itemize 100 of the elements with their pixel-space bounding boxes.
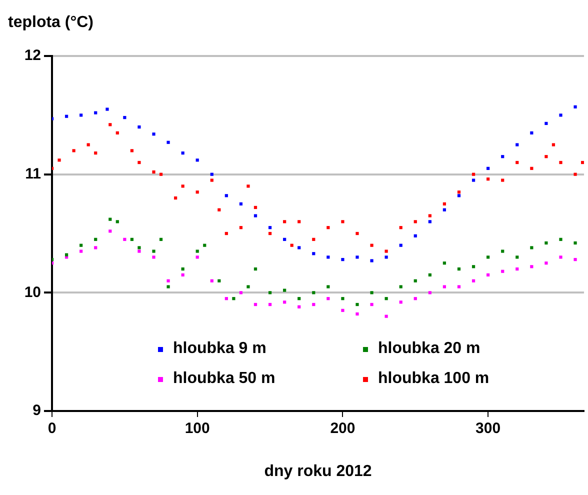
point (224, 194, 228, 198)
point (94, 111, 98, 114)
point (486, 178, 490, 181)
point (574, 258, 577, 262)
x-axis-title: dny roku 2012 (264, 462, 372, 480)
point (298, 305, 301, 308)
point (370, 244, 374, 247)
point (574, 172, 577, 176)
legend-label: hloubka 20 m (378, 340, 480, 358)
point (298, 220, 301, 224)
point (516, 143, 519, 146)
point (218, 279, 221, 282)
point (530, 265, 534, 268)
point (123, 116, 126, 120)
point (130, 238, 134, 241)
point (428, 214, 432, 218)
point (254, 267, 258, 271)
point (268, 232, 272, 236)
point (414, 279, 417, 282)
point (370, 259, 374, 262)
point (298, 246, 301, 250)
point (384, 297, 388, 300)
x-tick-label: 100 (184, 420, 210, 438)
point (516, 256, 519, 259)
point (457, 194, 461, 198)
point (246, 285, 250, 288)
point (239, 291, 243, 294)
legend-label: hloubka 50 m (173, 370, 276, 388)
point (516, 160, 519, 164)
point (166, 279, 170, 282)
point (341, 297, 344, 300)
y-tick-label: 11 (25, 165, 41, 182)
point (312, 252, 316, 256)
point (64, 253, 68, 256)
point (174, 196, 178, 200)
point (268, 291, 272, 294)
point (138, 246, 141, 250)
point (544, 241, 548, 245)
point (341, 258, 344, 262)
point (239, 202, 243, 206)
point (559, 114, 562, 117)
point (254, 302, 258, 306)
point (152, 132, 156, 136)
point (472, 172, 476, 176)
point (530, 131, 534, 134)
point (94, 151, 98, 155)
point (290, 244, 294, 247)
point (544, 262, 548, 265)
point (326, 297, 330, 300)
point (442, 285, 446, 288)
point (544, 122, 548, 126)
point (326, 226, 330, 230)
point (116, 220, 119, 224)
point (218, 208, 221, 212)
point (210, 178, 214, 182)
point (152, 250, 156, 253)
point (80, 250, 83, 253)
point (428, 291, 432, 294)
point (414, 297, 417, 300)
point (106, 108, 109, 111)
point (544, 155, 548, 158)
point (559, 160, 562, 164)
point (72, 149, 76, 152)
point (283, 238, 286, 241)
point (268, 226, 272, 230)
point (442, 208, 446, 212)
point (574, 241, 577, 245)
point (384, 314, 388, 318)
point (370, 291, 374, 294)
point (472, 279, 476, 282)
point (574, 105, 577, 108)
point (152, 170, 156, 174)
point (341, 220, 344, 224)
point (486, 256, 490, 259)
point (399, 285, 402, 288)
point (166, 140, 170, 144)
point (312, 302, 316, 306)
point (108, 218, 112, 221)
x-tick-label: 300 (476, 420, 501, 438)
point (442, 262, 446, 265)
point (224, 297, 228, 300)
point (196, 158, 199, 162)
point (552, 143, 556, 146)
point (64, 114, 68, 118)
point (428, 220, 432, 224)
point (384, 250, 388, 253)
point (428, 273, 432, 276)
point (196, 250, 199, 253)
point (58, 158, 61, 162)
point (414, 220, 417, 224)
point (501, 270, 504, 273)
point (370, 302, 374, 306)
point (203, 244, 206, 247)
y-tick-label: 10 (24, 284, 41, 301)
point (138, 160, 141, 164)
point (232, 297, 236, 300)
point (559, 238, 562, 241)
point (341, 308, 344, 312)
y-tick-label: 12 (24, 47, 41, 64)
point (442, 202, 446, 206)
